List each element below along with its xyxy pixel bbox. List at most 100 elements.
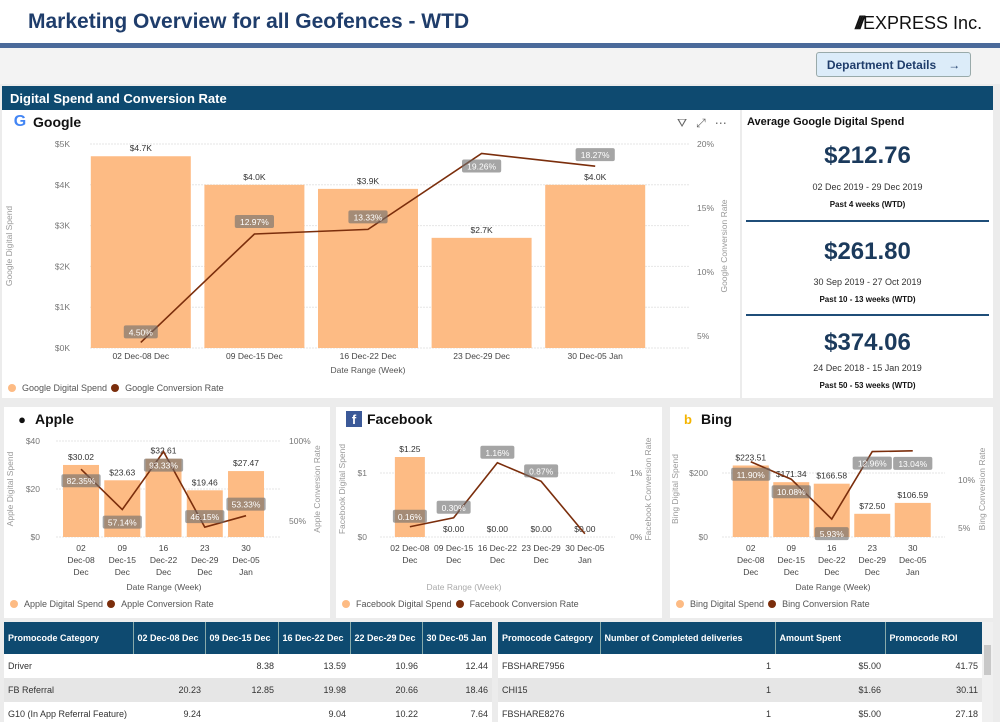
table-cell: 8.38 [256,661,274,671]
line-value-label: 5.93% [820,529,845,539]
y-tick-label: $40 [26,436,40,446]
column-header[interactable]: Promocode Category [498,622,601,654]
scrollbar-thumb[interactable] [984,645,991,675]
department-details-button[interactable]: Department Details → [816,52,971,77]
column-header[interactable]: 22 Dec-29 Dec [350,622,423,654]
chart-title: Google [33,114,82,130]
data-label-box [771,485,811,499]
column-header[interactable]: Promocode Category [4,622,134,654]
facebook-chart-panel: f Facebook Facebook Digital Spend Facebook… [336,407,662,618]
apple-chart-svg: $0$20$4050%100%$30.02$23.63$32.61$19.46$… [5,436,322,592]
line-value-label: 4.50% [129,327,154,337]
table-cell: 9.24 [183,709,201,719]
legend-bar-marker [8,384,16,392]
data-label-box [61,474,101,488]
arrow-right-icon: → [948,57,961,72]
focus-mode-icon[interactable]: ⤢ [696,116,706,130]
kpi-title: Average Google Digital Spend [747,116,905,128]
bing-icon: b [684,411,692,427]
bar-value-label: $4.0K [243,172,266,182]
y-tick-label: $0 [699,532,709,542]
data-label-box [893,456,933,470]
filter-icon[interactable]: ⛛ [677,116,688,130]
y2-tick-label: 10% [697,267,714,277]
x-axis-title: Date Range (Week) [796,582,871,592]
bar-value-label: $30.02 [68,452,94,462]
table-cell: 18.46 [422,678,492,702]
y-tick-label: $4K [55,180,70,190]
table-cell: 7.64 [470,709,488,719]
data-label-box [123,325,158,339]
data-label-box [226,497,266,511]
kpi-period: Past 50 - 53 weeks (WTD) [819,381,916,390]
column-header[interactable]: Promocode ROI [885,622,982,654]
column-header[interactable]: Number of Completed deliveries [600,622,776,654]
kpi-divider [746,314,989,316]
column-header[interactable]: 09 Dec-15 Dec [205,622,279,654]
chart-legend: Google Digital Spend Google Conversion Ra… [8,383,224,393]
legend-line-marker [768,600,777,608]
section-header: Digital Spend and Conversion Rate [2,86,993,110]
line-value-label: 12.97% [240,217,269,227]
table-cell: FBSHARE8276 [502,709,565,719]
y2-tick-label: 10% [958,475,975,485]
column-header[interactable]: 16 Dec-22 Dec [278,622,351,654]
x-tick-label: 02 [76,543,86,553]
kpi-dates: 24 Dec 2018 - 15 Jan 2019 [813,363,922,373]
table-row[interactable]: FBSHARE8276 1 $5.00 27.18 [498,702,982,722]
table-cell: $1.66 [775,678,885,702]
column-header[interactable]: Amount Spent [775,622,886,654]
x-tick-label: Jan [906,567,920,577]
facebook-chart-svg: $0 $1 0% 1% $1.25 $0.00 $0.00 $0.00 $0.00 0.16% 0.… [337,437,653,592]
data-label-box [185,510,225,524]
y2-tick-label: 50% [289,516,306,526]
column-header[interactable]: 30 Dec-05 Jan [422,622,492,654]
company-logo: ///EXPRESS Inc. [855,13,982,34]
facebook-icon: f [346,411,362,427]
x-tick-label: Jan [578,555,592,565]
x-tick-label: Dec [534,555,550,565]
bar-value-label: $0.00 [487,524,509,534]
legend-bar-marker [676,600,684,608]
data-label-box [814,527,849,541]
legend-item: Facebook Conversion Rate [469,599,579,609]
bar-value-label: $0.00 [443,524,465,534]
data-label-box [852,456,892,470]
y-tick-label: $0 [31,532,41,542]
chart-plot: $0$20$4050%100%$30.02$23.63$32.61$19.46$… [5,436,322,592]
bar-value-label: $2.7K [470,225,493,235]
chart-legend: Apple Digital Spend Apple Conversion Rate [10,599,214,609]
data-label-box [436,500,471,514]
table-cell: 30.11 [885,678,982,702]
x-tick-label: 16 [827,543,837,553]
table-row[interactable]: CHI15 1 $1.66 30.11 [498,678,982,702]
y2-axis-title: Google Conversion Rate [719,199,729,292]
x-tick-label: 23 Dec-29 [522,543,561,553]
legend-line-marker [455,600,464,608]
line-value-label: 1.16% [485,448,510,458]
table-cell: 12.44 [465,661,488,671]
x-tick-label: Dec [446,555,462,565]
x-tick-label: 02 [746,543,756,553]
x-axis-title: Date Range (Week) [331,365,406,375]
line-value-label: 12.96% [858,459,887,469]
kpi-dates: 30 Sep 2019 - 27 Oct 2019 [813,277,922,287]
x-tick-label: 09 Dec-15 [434,543,473,553]
more-options-icon[interactable]: ⋯ [714,116,727,130]
express-logo-icon: /// [855,13,864,33]
table-row[interactable]: Driver 8.38 13.59 10.96 12.44 [4,654,492,678]
column-header[interactable]: 02 Dec-08 Dec [133,622,206,654]
bar-value-label: $3.9K [357,176,380,186]
table-row[interactable]: FB Referral 20.23 12.85 19.98 20.66 18.46 [4,678,492,702]
bar-value-label: $1.25 [399,444,421,454]
x-tick-label: Dec-22 [818,555,846,565]
table-row[interactable]: FBSHARE7956 1 $5.00 41.75 [498,654,982,678]
table-cell: 12.85 [205,678,278,702]
google-chart-panel: G Google ⛛ ⤢ ⋯ Google Digital Spend Google C… [2,110,740,398]
chart-plot: $0K $1K $2K $3K $4K $5K 5% 10% 15% 20% $4.7K $4.0K $… [4,139,729,375]
chart-legend: Facebook Digital Spend Facebook Conversio… [342,599,579,609]
x-tick-label: Dec-05 [232,555,260,565]
y2-axis-title: Facebook Conversion Rate [643,437,653,540]
y2-tick-label: 0% [630,532,643,542]
table-row[interactable]: G10 (In App Referral Feature) 9.24 9.04 10.… [4,702,492,722]
